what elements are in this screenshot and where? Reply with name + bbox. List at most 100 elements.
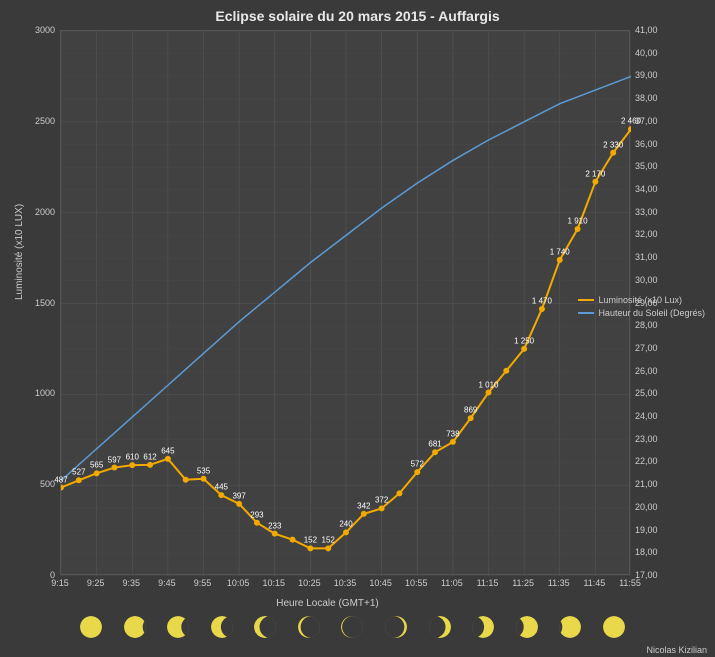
- eclipse-phase-icon: [211, 616, 233, 638]
- x-tick-label: 10:35: [334, 578, 357, 588]
- data-point-label: 597: [108, 455, 121, 464]
- y-left-tick-label: 1000: [15, 388, 55, 398]
- x-tick-label: 11:55: [619, 578, 641, 588]
- legend-label: Hauteur du Soleil (Degrés): [598, 308, 705, 318]
- y-left-tick-label: 3000: [15, 25, 55, 35]
- y-right-tick-label: 39,00: [635, 70, 658, 80]
- eclipse-phase-icon: [559, 616, 581, 638]
- x-tick-label: 9:55: [194, 578, 212, 588]
- plot-area: 4875275655976106126455354453972932331521…: [60, 30, 630, 575]
- y-right-tick-label: 36,00: [635, 139, 658, 149]
- y-right-tick-label: 33,00: [635, 207, 658, 217]
- eclipse-phase-icon: [429, 616, 451, 638]
- x-tick-label: 11:45: [583, 578, 605, 588]
- data-point-label: 2 170: [585, 169, 605, 178]
- credit-label: Nicolas Kizilian: [646, 645, 707, 655]
- x-tick-label: 9:45: [158, 578, 176, 588]
- y-right-tick-label: 37,00: [635, 116, 658, 126]
- y-right-tick-label: 25,00: [635, 388, 658, 398]
- chart-title: Eclipse solaire du 20 mars 2015 - Auffar…: [0, 8, 715, 24]
- eclipse-phase-icon: [385, 616, 407, 638]
- y-right-tick-label: 20,00: [635, 502, 658, 512]
- y-right-tick-label: 21,00: [635, 479, 658, 489]
- y-left-tick-label: 0: [15, 570, 55, 580]
- x-tick-label: 10:15: [262, 578, 285, 588]
- y-left-tick-label: 2000: [15, 207, 55, 217]
- x-tick-label: 10:25: [298, 578, 321, 588]
- x-tick-label: 9:35: [122, 578, 140, 588]
- legend-swatch: [578, 299, 594, 301]
- x-tick-label: 10:55: [405, 578, 428, 588]
- y-right-tick-label: 22,00: [635, 456, 658, 466]
- eclipse-phase-icon: [254, 616, 276, 638]
- y-right-tick-label: 30,00: [635, 275, 658, 285]
- data-point-label: 342: [357, 501, 370, 510]
- eclipse-phase-icon: [603, 616, 625, 638]
- y-right-tick-label: 32,00: [635, 229, 658, 239]
- data-point-label: 869: [464, 406, 477, 415]
- data-point-label: 681: [428, 440, 441, 449]
- data-point-label: 152: [304, 536, 317, 545]
- data-point-label: 487: [54, 475, 67, 484]
- eclipse-phase-icon: [341, 616, 363, 638]
- eclipse-phase-icon: [472, 616, 494, 638]
- y-right-tick-label: 24,00: [635, 411, 658, 421]
- eclipse-phases: [80, 613, 625, 641]
- x-axis-title: Heure Locale (GMT+1): [0, 598, 655, 609]
- legend-label: Luminosité (x10 Lux): [598, 295, 682, 305]
- eclipse-phase-icon: [298, 616, 320, 638]
- y-right-tick-label: 35,00: [635, 161, 658, 171]
- y-left-tick-label: 500: [15, 479, 55, 489]
- x-tick-label: 9:25: [87, 578, 105, 588]
- data-point-label: 527: [72, 468, 85, 477]
- legend: Luminosité (x10 Lux) Hauteur du Soleil (D…: [578, 295, 705, 321]
- y-right-tick-label: 38,00: [635, 93, 658, 103]
- data-point-label: 397: [232, 491, 245, 500]
- data-point-label: 240: [339, 520, 352, 529]
- data-point-label: 1 740: [550, 247, 570, 256]
- x-tick-label: 11:05: [441, 578, 463, 588]
- y-right-tick-label: 23,00: [635, 434, 658, 444]
- data-point-label: 1 910: [568, 216, 588, 225]
- x-tick-label: 10:05: [227, 578, 250, 588]
- y-right-tick-label: 34,00: [635, 184, 658, 194]
- data-point-label: 233: [268, 521, 281, 530]
- data-point-label: 535: [197, 466, 210, 475]
- y-right-tick-label: 40,00: [635, 48, 658, 58]
- data-point-label: 572: [411, 459, 424, 468]
- x-tick-label: 11:25: [512, 578, 534, 588]
- x-tick-label: 11:15: [477, 578, 499, 588]
- y-left-tick-label: 1500: [15, 298, 55, 308]
- data-point-label: 445: [215, 483, 228, 492]
- data-point-label: 565: [90, 461, 103, 470]
- data-point-label: 2 330: [603, 140, 623, 149]
- data-point-label: 1 010: [478, 380, 498, 389]
- y-right-tick-label: 41,00: [635, 25, 658, 35]
- data-point-label: 372: [375, 496, 388, 505]
- data-point-label: 293: [250, 510, 263, 519]
- eclipse-phase-icon: [167, 616, 189, 638]
- eclipse-phase-icon: [80, 616, 102, 638]
- x-tick-label: 10:45: [369, 578, 392, 588]
- eclipse-phase-icon: [516, 616, 538, 638]
- y-right-tick-label: 27,00: [635, 343, 658, 353]
- x-tick-label: 9:15: [51, 578, 69, 588]
- y-left-tick-label: 2500: [15, 116, 55, 126]
- data-point-label: 152: [322, 536, 335, 545]
- legend-item: Luminosité (x10 Lux): [578, 295, 705, 305]
- data-point-label: 612: [143, 452, 156, 461]
- y-right-tick-label: 28,00: [635, 320, 658, 330]
- x-tick-label: 11:35: [548, 578, 570, 588]
- eclipse-phase-icon: [124, 616, 146, 638]
- data-point-label: 645: [161, 446, 174, 455]
- y-right-tick-label: 26,00: [635, 366, 658, 376]
- data-point-label: 1 470: [532, 296, 552, 305]
- data-point-label: 610: [126, 453, 139, 462]
- legend-item: Hauteur du Soleil (Degrés): [578, 308, 705, 318]
- y-right-tick-label: 18,00: [635, 547, 658, 557]
- data-point-label: 1 250: [514, 336, 534, 345]
- y-right-tick-label: 19,00: [635, 525, 658, 535]
- y-left-axis-title: Luminosité (x10 LUX): [14, 204, 25, 300]
- legend-swatch: [578, 312, 594, 314]
- data-point-label: 738: [446, 429, 459, 438]
